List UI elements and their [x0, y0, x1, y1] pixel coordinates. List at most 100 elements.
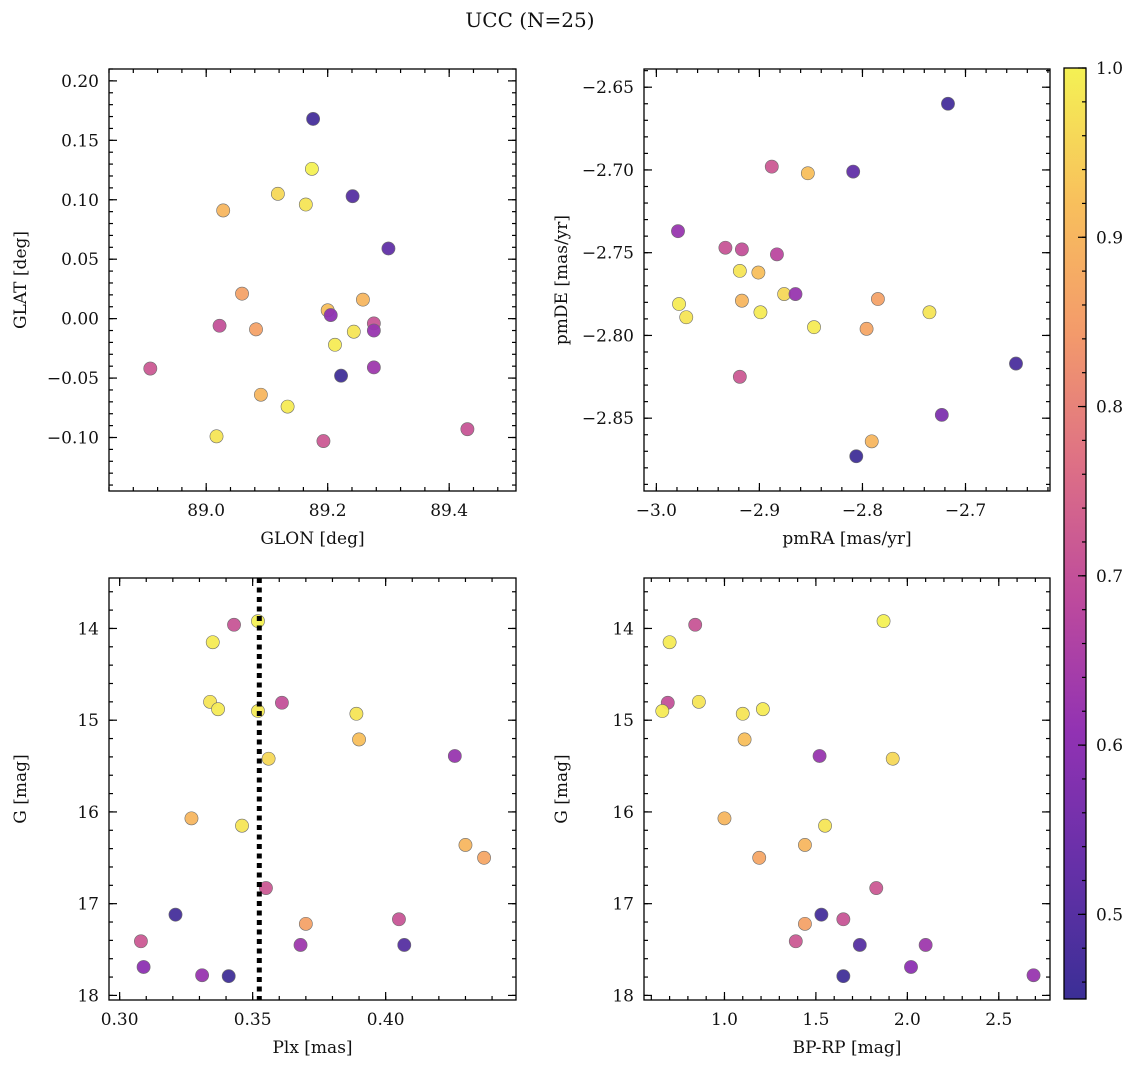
scatter-points — [134, 614, 491, 984]
scatter-point — [836, 969, 851, 984]
figure-title: UCC (N=25) — [465, 8, 594, 32]
scatter-point — [671, 224, 685, 239]
y-tick-label: 14 — [612, 619, 634, 639]
scatter-point — [732, 263, 747, 278]
scatter-point — [184, 811, 199, 826]
scatter-point — [298, 916, 313, 931]
scatter-point — [859, 321, 874, 336]
scatter-point — [869, 881, 884, 895]
y-tick-label: 0.20 — [61, 72, 99, 92]
scatter-point — [349, 706, 364, 721]
scatter-point — [788, 287, 803, 301]
scatter-point — [717, 811, 732, 826]
y-tick-label: 0.15 — [61, 131, 99, 151]
scatter-point — [447, 749, 462, 763]
colorbar-frame — [1063, 67, 1087, 1000]
scatter-point — [672, 297, 686, 311]
scatter-point — [807, 320, 821, 335]
y-axis-label: pmDE [mas/yr] — [552, 215, 572, 345]
scatter-point — [755, 702, 770, 717]
scatter-point — [205, 635, 220, 650]
scatter-point — [227, 617, 241, 632]
y-tick-label: 17 — [612, 895, 634, 915]
y-tick-label: −0.10 — [47, 429, 99, 449]
scatter-point — [235, 286, 249, 301]
scatter-point — [211, 702, 225, 717]
scatter-point — [323, 308, 338, 322]
scatter-point — [798, 838, 812, 852]
y-tick-label: 15 — [77, 711, 99, 731]
y-axis-label: G [mag] — [11, 754, 31, 823]
scatter-point — [458, 838, 473, 852]
scatter-point — [753, 305, 768, 320]
scatter-point — [134, 934, 148, 949]
plot-frame — [108, 68, 517, 492]
x-tick-label: 89.4 — [430, 501, 468, 521]
x-axis-label: BP-RP [mag] — [793, 1038, 902, 1058]
scatter-panel-plx-g: 0.30 0.35 0.40 14 15 16 17 18 Plx [mas] G [mag] — [11, 577, 517, 1058]
scatter-point — [1009, 356, 1023, 371]
scatter-point — [334, 368, 348, 383]
scatter-point — [143, 361, 158, 376]
scatter-point — [216, 203, 231, 218]
scatter-point — [235, 818, 249, 833]
scatter-point — [798, 916, 812, 931]
scatter-points — [671, 96, 1023, 464]
x-tick-label: 2.5 — [985, 1010, 1012, 1030]
scatter-point — [662, 635, 677, 650]
scatter-point — [814, 907, 829, 922]
y-tick-label: −2.65 — [582, 78, 634, 98]
x-tick-label: 1.0 — [711, 1010, 738, 1030]
scatter-points — [143, 112, 475, 448]
plot-frame — [643, 68, 1051, 492]
scatter-point — [718, 240, 733, 255]
scatter-point — [261, 751, 276, 766]
y-tick-label: −2.70 — [582, 161, 634, 181]
y-tick-label: 0.05 — [61, 250, 99, 270]
scatter-point — [345, 189, 360, 204]
scatter-point — [275, 695, 289, 710]
scatter-point — [316, 434, 331, 448]
scatter-point — [209, 429, 224, 444]
y-tick-label: 17 — [77, 895, 99, 915]
scatter-point — [168, 907, 183, 922]
x-tick-label: 89.0 — [187, 501, 225, 521]
plot-frame — [643, 577, 1051, 1001]
x-tick-label: −2.8 — [842, 501, 883, 521]
scatter-point — [864, 434, 879, 449]
x-tick-label: 0.30 — [101, 1010, 139, 1030]
scatter-point — [1026, 968, 1041, 983]
scatter-point — [734, 242, 749, 257]
scatter-point — [818, 818, 832, 833]
scatter-point — [871, 292, 885, 306]
colorbar-tick-label: 0.6 — [1096, 736, 1123, 756]
x-tick-label: −2.9 — [739, 501, 780, 521]
scatter-point — [477, 850, 491, 865]
colorbar-gradient — [1064, 68, 1086, 999]
scatter-point — [688, 617, 703, 632]
scatter-point — [904, 960, 918, 974]
scatter-point — [328, 337, 342, 352]
scatter-point — [293, 938, 308, 952]
y-tick-label: 16 — [612, 803, 634, 823]
y-tick-label: −2.85 — [582, 409, 634, 429]
x-tick-label: 0.40 — [367, 1010, 405, 1030]
x-tick-label: 2.0 — [894, 1010, 921, 1030]
scatter-point — [253, 387, 268, 402]
x-tick-label: −3.0 — [636, 501, 677, 521]
scatter-point — [392, 912, 406, 927]
scatter-point — [352, 732, 366, 747]
scatter-point — [381, 241, 396, 256]
scatter-point — [852, 938, 867, 952]
x-tick-label: −2.7 — [945, 501, 986, 521]
scatter-point — [812, 749, 827, 763]
scatter-point — [922, 305, 937, 320]
x-axis-label: pmRA [mas/yr] — [782, 529, 911, 549]
colorbar-tick-label: 1.0 — [1096, 59, 1123, 79]
scatter-point — [934, 407, 949, 422]
scatter-point — [732, 369, 747, 384]
scatter-point — [346, 324, 361, 339]
scatter-panel-pmra-pmde: −3.0 −2.9 −2.8 −2.7 −2.85 −2.80 −2.75 −2.70 −2.6… — [552, 68, 1051, 549]
scatter-point — [356, 292, 370, 307]
y-tick-label: −2.80 — [582, 326, 634, 346]
